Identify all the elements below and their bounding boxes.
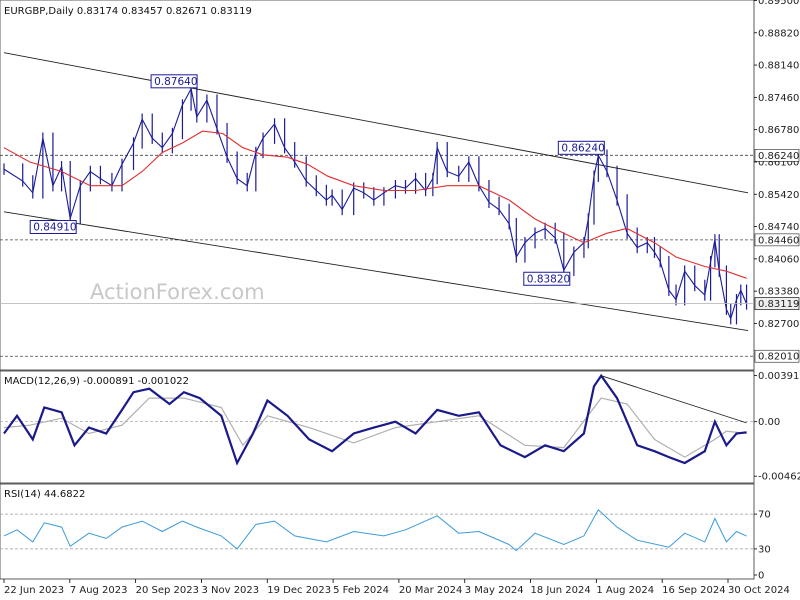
macd-axis-ticks: 0.003913 0.00 -0.00462 — [754, 371, 800, 483]
date-tick-label: 5 Feb 2024 — [333, 585, 389, 596]
rsi-panel-frame — [0, 483, 755, 580]
price-annotation-box — [557, 140, 605, 155]
date-tick-label: 7 Aug 2023 — [70, 585, 128, 596]
date-tick-label: 20 Sep 2023 — [136, 585, 199, 596]
price-line — [3, 87, 748, 321]
date-tick-label: 30 Oct 2024 — [728, 585, 790, 596]
watermark: ActionForex.com — [90, 280, 265, 304]
channel-line — [3, 52, 749, 194]
date-tick-label: 1 Aug 2024 — [596, 585, 654, 596]
price-header: EURGBP,Daily 0.83174 0.83457 0.82671 0.8… — [4, 6, 252, 17]
date-tick-label: 16 Sep 2024 — [662, 585, 725, 596]
macd-signal-line — [3, 397, 747, 458]
current-price-box — [754, 297, 800, 310]
price-levels: 0.86240 0.84460 0.82010 — [0, 149, 800, 363]
macd-main-line — [3, 373, 747, 466]
date-tick-label: 20 Mar 2024 — [399, 585, 462, 596]
macd-tick-label: -0.00462 — [758, 472, 800, 483]
rsi-tick-label: 0 — [758, 571, 764, 582]
price-tick-label: 0.88140 — [758, 61, 799, 72]
macd-series — [0, 373, 754, 466]
date-tick-label: 19 Dec 2023 — [267, 585, 331, 596]
price-tick-label: 0.87460 — [758, 93, 799, 104]
price-axis-ticks: 0.89500 0.88820 0.88140 0.87460 0.86780 0.861… — [754, 0, 799, 330]
price-tick-label: 0.88820 — [758, 28, 799, 39]
date-tick-label: 3 May 2024 — [465, 585, 524, 596]
date-tick-label: 22 Jun 2023 — [4, 585, 64, 596]
price-annotation-label: 0.84910 — [33, 221, 76, 233]
rsi-tick-label: 30 — [758, 544, 771, 555]
price-annotation-box — [523, 271, 571, 286]
rsi-panel: 70 30 0 RSI(14) 44.6822 — [0, 483, 771, 582]
price-tick-label: 0.85420 — [758, 190, 799, 201]
rsi-series — [0, 508, 754, 552]
price-tick-label: 0.89500 — [758, 0, 799, 7]
price-channel — [3, 52, 749, 332]
price-annotation-label: 0.86240 — [561, 142, 604, 154]
date-tick-label: 3 Nov 2023 — [201, 585, 259, 596]
rsi-tick-label: 70 — [758, 510, 771, 521]
macd-tick-label: 0.00 — [758, 417, 780, 428]
price-tick-label: 0.86780 — [758, 125, 799, 136]
current-price-marker: 0.83119 — [0, 297, 800, 310]
rsi-line — [3, 508, 747, 552]
level-label: 0.82010 — [758, 352, 799, 363]
price-annotation-box — [150, 74, 198, 89]
rsi-header: RSI(14) 44.6822 — [4, 489, 85, 500]
macd-tick-label: 0.003913 — [758, 371, 800, 382]
price-annotation-label: 0.83820 — [527, 273, 570, 285]
price-tick-label: 0.82700 — [758, 319, 799, 330]
level-label-box — [754, 233, 800, 247]
price-annotation-box — [29, 219, 77, 234]
macd-header: MACD(12,26,9) -0.000891 -0.001022 — [4, 376, 189, 387]
price-panel-frame — [0, 0, 755, 371]
macd-trend-line — [601, 375, 747, 424]
level-label: 0.86240 — [758, 151, 799, 162]
price-tick-label: 0.84060 — [758, 254, 799, 265]
date-axis: 22 Jun 2023 7 Aug 2023 20 Sep 2023 3 Nov 20… — [3, 579, 790, 596]
level-label-box — [754, 149, 800, 162]
moving-average-line — [3, 130, 747, 279]
price-series — [3, 83, 748, 325]
price-tick-label: 0.84740 — [758, 222, 799, 233]
level-label: 0.84460 — [758, 235, 799, 246]
date-tick-label: 18 Jun 2024 — [531, 585, 591, 596]
channel-line — [3, 211, 749, 332]
price-annotation-label: 0.87640 — [154, 76, 197, 88]
level-label-box — [754, 349, 800, 363]
price-panel: 0.89500 0.88820 0.88140 0.87460 0.86780 0.861… — [0, 0, 800, 371]
price-tick-label: 0.86100 — [758, 157, 799, 168]
rsi-axis-ticks: 70 30 0 — [754, 510, 771, 582]
current-price-label: 0.83119 — [758, 299, 799, 310]
macd-panel: 0.003913 0.00 -0.00462 MACD(12,26,9) -0.00… — [0, 370, 800, 484]
price-tick-label: 0.83380 — [758, 287, 799, 298]
price-annotations: 0.87640 0.84910 0.86240 0.83820 — [29, 74, 605, 286]
